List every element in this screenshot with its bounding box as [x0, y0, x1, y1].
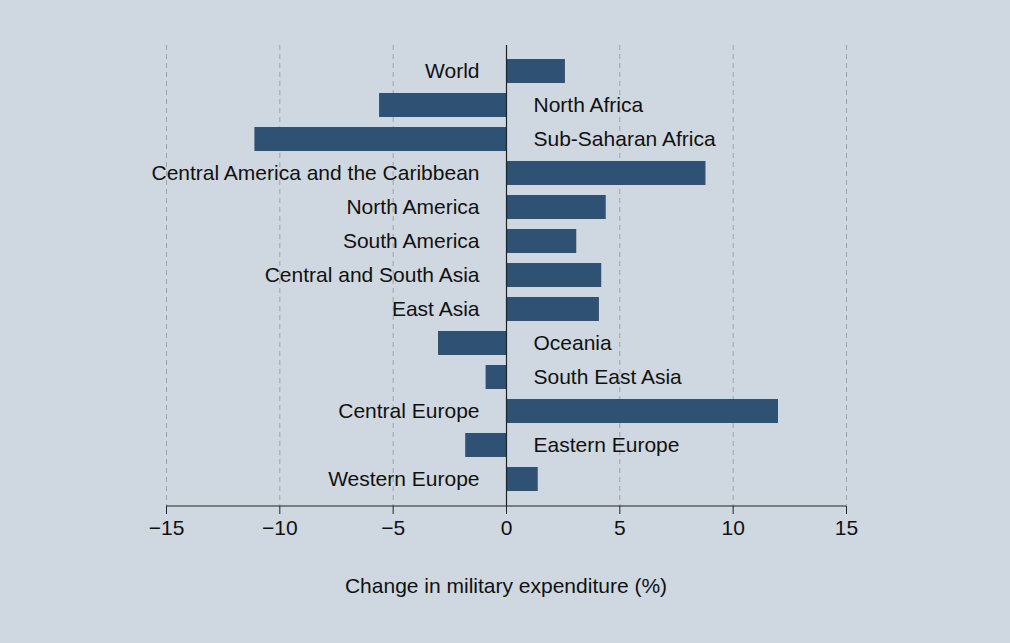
svg-text:Western Europe: Western Europe — [328, 467, 479, 490]
svg-text:North America: North America — [346, 195, 479, 218]
svg-text:World: World — [425, 59, 479, 82]
svg-text:−15: −15 — [149, 516, 185, 539]
svg-text:Oceania: Oceania — [534, 331, 613, 354]
svg-text:Sub-Saharan Africa: Sub-Saharan Africa — [534, 127, 716, 150]
svg-text:Central Europe: Central Europe — [338, 399, 479, 422]
svg-text:−10: −10 — [262, 516, 298, 539]
svg-text:South East Asia: South East Asia — [534, 365, 683, 388]
svg-text:10: 10 — [721, 516, 744, 539]
svg-text:Eastern Europe: Eastern Europe — [534, 433, 680, 456]
html-text:Change in military expenditure: Change in military expenditure (%) — [344, 574, 668, 597]
svg-text:North Africa: North Africa — [534, 93, 644, 116]
svg-text:East Asia: East Asia — [392, 297, 480, 320]
svg-text:Central America and the Caribb: Central America and the Caribbean — [151, 161, 479, 184]
svg-text:South America: South America — [343, 229, 480, 252]
svg-text:15: 15 — [835, 516, 858, 539]
svg-text:−5: −5 — [381, 516, 405, 539]
svg-text:Central and South Asia: Central and South Asia — [265, 263, 480, 286]
svg-text:0: 0 — [501, 516, 513, 539]
svg-text:5: 5 — [614, 516, 626, 539]
